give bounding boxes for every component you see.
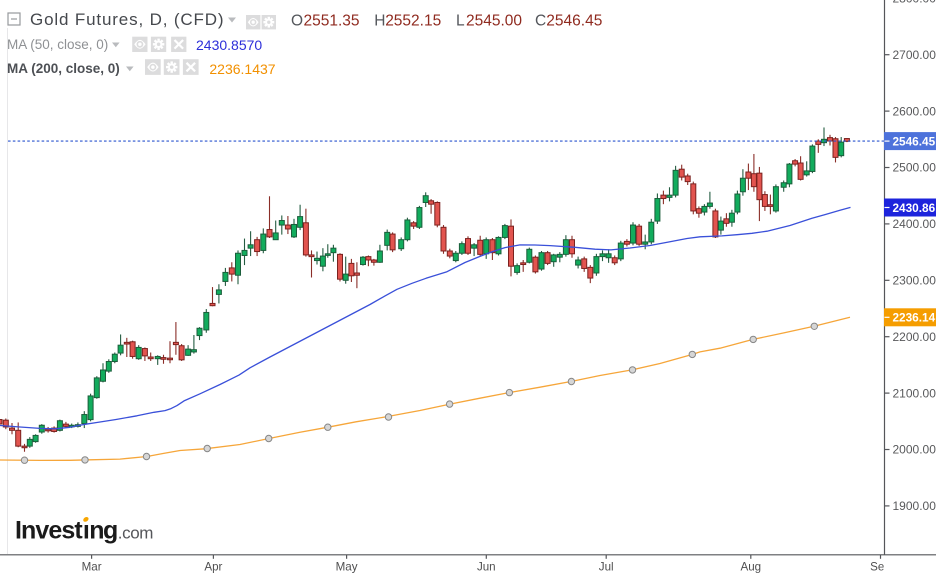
svg-text:Aug: Aug	[740, 561, 761, 574]
svg-text:2546.45: 2546.45	[893, 134, 936, 148]
svg-text:Gold Futures, D, (CFD): Gold Futures, D, (CFD)	[30, 10, 224, 29]
svg-text:2600.00: 2600.00	[893, 104, 936, 118]
svg-text:2545.00: 2545.00	[466, 13, 522, 30]
svg-text:2200.00: 2200.00	[893, 330, 936, 344]
svg-text:ı: ı	[83, 517, 90, 545]
svg-text:Apr: Apr	[204, 561, 222, 574]
svg-text:2300.00: 2300.00	[893, 274, 936, 288]
svg-text:2551.35: 2551.35	[304, 13, 360, 30]
svg-text:MA (200, close, 0): MA (200, close, 0)	[7, 61, 120, 76]
svg-text:2000.00: 2000.00	[893, 443, 936, 457]
svg-text:2236.1437: 2236.1437	[209, 61, 275, 77]
svg-text:Jun: Jun	[477, 561, 496, 574]
svg-text:2236.14: 2236.14	[893, 311, 936, 325]
svg-text:Jul: Jul	[599, 561, 614, 574]
svg-text:2500.00: 2500.00	[893, 161, 936, 175]
svg-text:Sep: Sep	[870, 561, 891, 574]
svg-text:C: C	[535, 13, 546, 30]
svg-text:2430.86: 2430.86	[893, 201, 936, 215]
svg-text:2100.00: 2100.00	[893, 386, 936, 400]
svg-text:2430.8570: 2430.8570	[196, 37, 262, 53]
svg-text:May: May	[336, 561, 358, 574]
svg-text:2546.45: 2546.45	[546, 13, 602, 30]
svg-text:.com: .com	[118, 524, 153, 543]
svg-text:L: L	[456, 13, 465, 30]
svg-text:2800.00: 2800.00	[893, 0, 936, 6]
svg-text:MA (50, close, 0): MA (50, close, 0)	[7, 37, 108, 52]
svg-text:2552.15: 2552.15	[385, 13, 441, 30]
svg-text:H: H	[374, 13, 385, 30]
svg-text:ng: ng	[89, 517, 117, 545]
svg-text:1900.00: 1900.00	[893, 499, 936, 513]
svg-text:2700.00: 2700.00	[893, 48, 936, 62]
svg-text:Mar: Mar	[82, 561, 102, 574]
svg-text:Invest: Invest	[15, 517, 83, 545]
svg-text:O: O	[291, 13, 303, 30]
svg-text:2400.00: 2400.00	[893, 217, 936, 231]
